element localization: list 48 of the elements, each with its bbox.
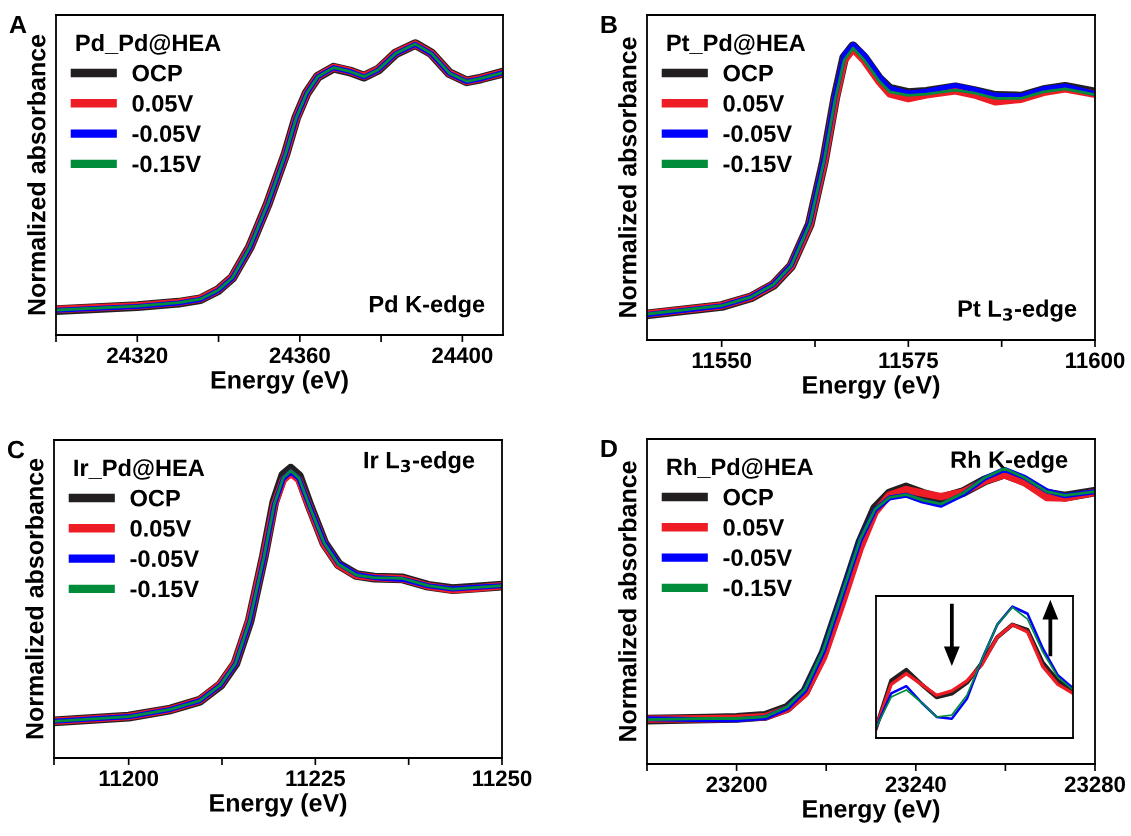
legend-label: OCP [130,489,180,507]
y-axis-title: Normalized absorbance [27,34,46,315]
x-axis-title: Energy (eV) [210,793,347,817]
legend-label: -0.15V [723,579,792,597]
legend-label: OCP [723,488,773,506]
y-axis-title: Normalized absorbance [618,461,637,741]
annotation: Pt L$_{3}$-edge [958,299,1077,322]
legend-label: -0.15V [132,155,201,173]
x-tick-label: 11550 [692,352,752,369]
x-tick-label: 23200 [706,776,767,793]
chart-title: C [7,440,25,459]
legend-title: Ir_Pd@HEA [74,458,205,480]
x-tick-label: 23280 [1064,776,1125,793]
legend-label: -0.05V [130,550,199,568]
x-axis-title: Energy (eV) [803,375,940,399]
annotation: Pd K-edge [369,295,485,318]
legend-label: -0.15V [130,580,199,598]
x-tick-label: 11225 [286,770,345,787]
legend-label: 0.05V [130,520,192,537]
x-axis-title: Energy (eV) [211,370,348,394]
x-tick-label: 24360 [269,347,330,364]
legend-label: 0.05V [723,519,785,536]
x-tick-label: 11200 [99,770,159,787]
x-tick-label: 24320 [107,347,168,364]
legend-label: -0.15V [723,155,792,173]
legend-label: 0.05V [132,95,194,112]
legend-title: Pd_Pd@HEA [76,33,221,55]
chart-title: A [9,15,27,34]
legend-title: Rh_Pd@HEA [667,457,813,479]
x-tick-label: 23240 [885,776,946,793]
y-axis-title: Normalized absorbance [618,37,637,317]
y-axis-title: Normalized absorbance [25,458,44,739]
legend-label: -0.05V [723,125,792,143]
legend-title: Pt_Pd@HEA [667,33,806,55]
x-tick-label: 11575 [879,352,938,369]
x-tick-label: 11600 [1066,352,1125,369]
annotation: Rh K-edge [951,450,1068,473]
x-axis-title: Energy (eV) [803,799,940,823]
legend-label: 0.05V [723,95,785,112]
legend-label: OCP [723,64,773,82]
legend-label: -0.05V [723,549,792,567]
legend-label: -0.05V [132,125,201,143]
annotation: Ir L$_{3}$-edge [364,451,475,474]
chart-title: D [601,439,617,458]
x-tick-label: 11250 [473,770,532,787]
legend-label: OCP [132,64,182,82]
chart-title: B [601,15,617,34]
x-tick-label: 24400 [432,347,493,364]
